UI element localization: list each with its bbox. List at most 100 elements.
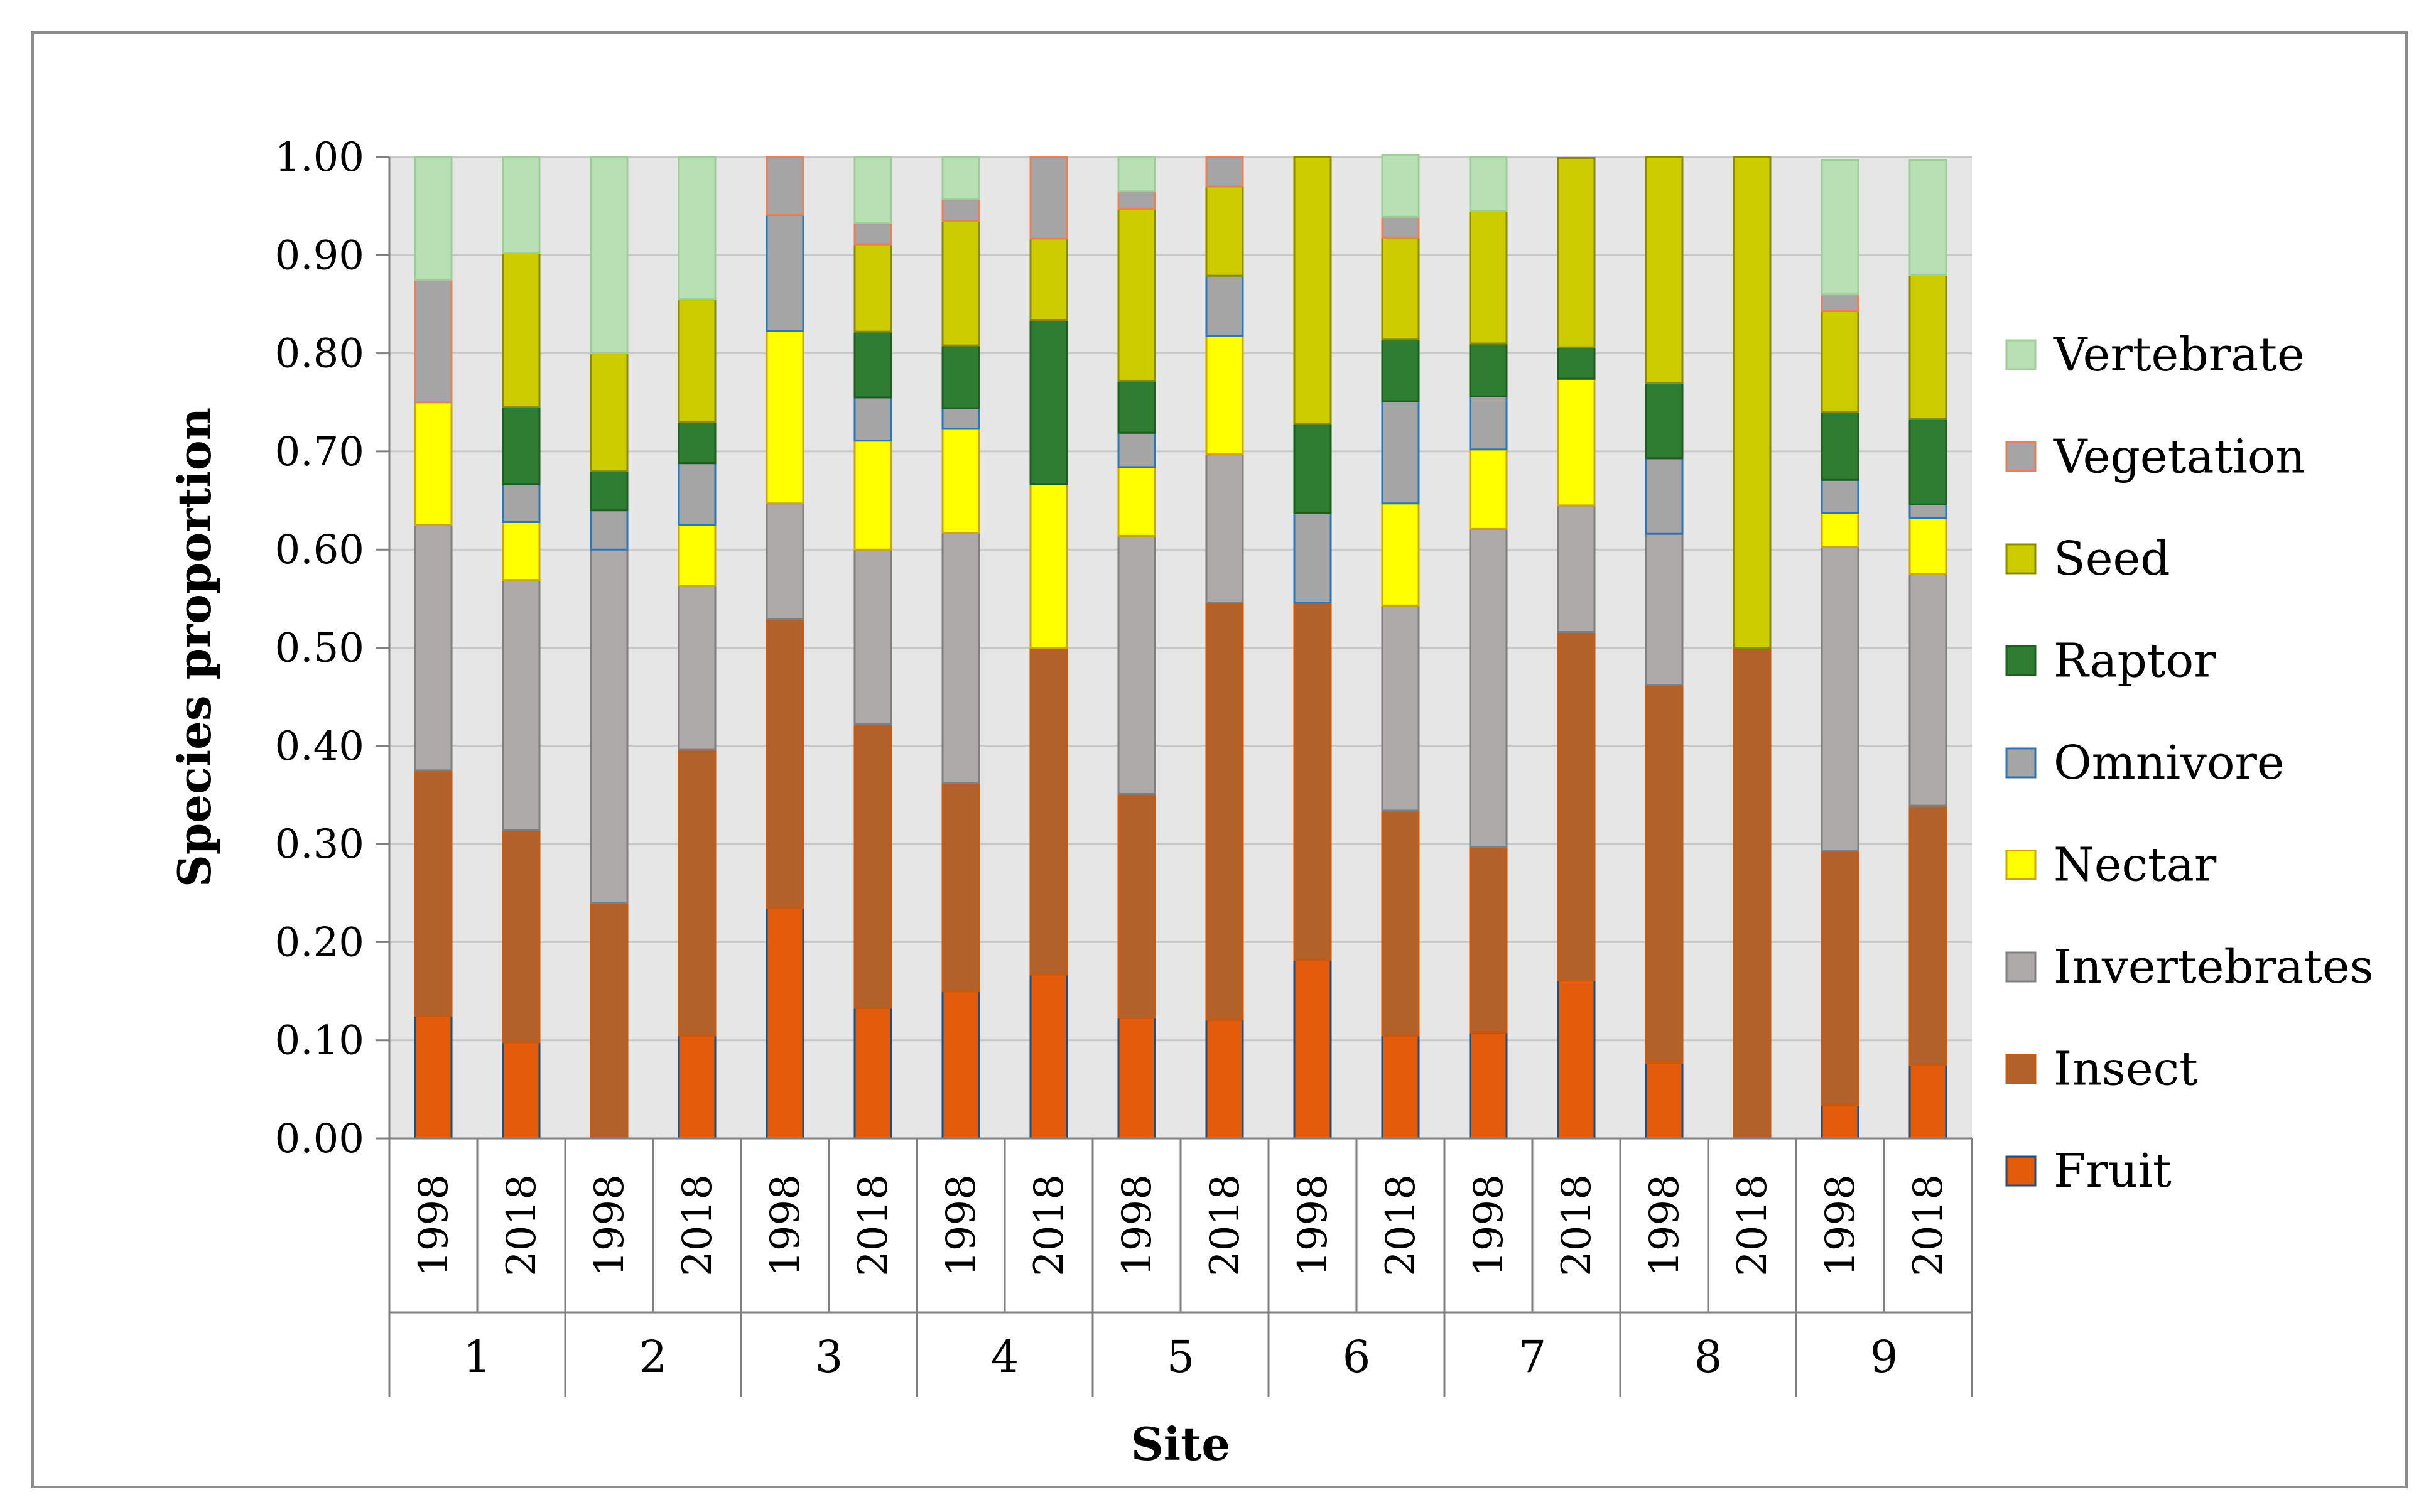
bar-segment-fruit <box>1117 1017 1156 1140</box>
y-tick-label: 1.00 <box>275 134 365 181</box>
x-year-label: 1998 <box>1114 1174 1161 1277</box>
x-year-label: 2018 <box>1905 1174 1952 1277</box>
bar-segment-insect <box>1117 792 1156 1019</box>
legend-label-vegetation: Vegetation <box>2053 430 2305 484</box>
y-tick-label: 0.60 <box>275 527 365 573</box>
y-tick-label: 0.90 <box>275 232 365 279</box>
bar-segment-invertebrates <box>678 585 717 751</box>
bar-segment-raptor <box>502 406 541 485</box>
y-tick-label: 0.70 <box>275 429 365 475</box>
bar-segment-invertebrates <box>590 548 629 904</box>
legend-label-vertebrate: Vertebrate <box>2053 328 2305 382</box>
bar-segment-invertebrates <box>414 524 453 772</box>
y-axis-ticks: 0.00 0.10 0.20 0.30 0.40 0.50 0.60 0.70 0.80 0.90… <box>275 134 389 1162</box>
bar-segment-vegetation <box>414 278 453 404</box>
bar-segment-nectar <box>678 524 717 587</box>
bar-segment-omnivore <box>1908 503 1947 519</box>
bar-segment-fruit <box>1205 1018 1244 1140</box>
bar-segment-vegetation <box>1205 156 1244 188</box>
bar-segment-fruit <box>1469 1031 1508 1140</box>
bar-segment-omnivore <box>590 509 629 551</box>
bar-segment-insect <box>1557 630 1596 981</box>
bar-segment-vertebrate <box>678 156 717 301</box>
bar-segment-seed <box>853 243 892 333</box>
x-year-label: 1998 <box>1466 1174 1512 1277</box>
bar-segment-invertebrates <box>1908 573 1947 807</box>
bar-segment-nectar <box>414 401 453 526</box>
legend-label-fruit: Fruit <box>2054 1144 2172 1198</box>
bar-segment-raptor <box>1117 379 1156 434</box>
bar-segment-raptor <box>1821 411 1859 481</box>
bar-segment-vertebrate <box>1381 154 1420 218</box>
bar-segment-nectar <box>766 330 804 505</box>
bar-segment-insect <box>1029 647 1068 976</box>
bar-segment-omnivore <box>1645 457 1684 535</box>
bar-segment-nectar <box>1029 482 1068 649</box>
x-site-label: 9 <box>1870 1331 1898 1383</box>
x-year-label: 2018 <box>1554 1174 1600 1277</box>
y-tick-label: 0.50 <box>275 625 365 672</box>
legend: Vertebrate Vegetation Seed Raptor Omnivore Ne… <box>2005 328 2374 1198</box>
bar-segment-fruit <box>1293 959 1332 1140</box>
legend-label-invertebrates: Invertebrates <box>2054 940 2374 994</box>
bar-segment-raptor <box>1293 423 1332 514</box>
legend-swatch-nectar <box>2005 850 2037 880</box>
bar-segment-fruit <box>678 1034 717 1140</box>
bar-segment-nectar <box>1205 334 1244 456</box>
bar-segment-fruit <box>1645 1062 1684 1140</box>
bar-segment-insect <box>1293 602 1332 961</box>
x-year-label: 1998 <box>938 1174 985 1277</box>
y-tick-label: 0.10 <box>275 1018 365 1064</box>
bar-segment-omnivore <box>678 462 717 526</box>
bar-segment-nectar <box>941 428 980 534</box>
bar-segment-vertebrate <box>414 156 453 281</box>
bar-segment-nectar <box>502 521 541 581</box>
bar-segment-omnivore <box>1821 478 1859 514</box>
bar-segment-nectar <box>1469 448 1508 530</box>
x-site-label: 7 <box>1518 1331 1547 1383</box>
bar-segment-seed <box>1557 157 1596 348</box>
bar-segment-raptor <box>1381 338 1420 402</box>
bar-segment-invertebrates <box>1557 504 1596 633</box>
legend-label-omnivore: Omnivore <box>2054 736 2285 790</box>
bar-segment-fruit <box>766 907 804 1140</box>
bar-segment-vertebrate <box>1908 159 1947 276</box>
bar-segment-invertebrates <box>502 579 541 831</box>
bar-segment-omnivore <box>1117 431 1156 468</box>
bar-segment-fruit <box>1557 979 1596 1140</box>
x-site-label: 6 <box>1343 1331 1371 1383</box>
bar-segment-vertebrate <box>1821 159 1859 296</box>
bar-segment-vegetation <box>853 222 892 246</box>
legend-label-seed: Seed <box>2054 532 2170 586</box>
bar-segment-insect <box>941 782 980 993</box>
bar-segment-fruit <box>1029 973 1068 1140</box>
legend-swatch-seed <box>2005 543 2037 575</box>
bar-segment-vertebrate <box>1469 156 1508 212</box>
bar-segment-fruit <box>502 1041 541 1140</box>
bar-segment-seed <box>590 352 629 472</box>
bar-segment-invertebrates <box>1381 604 1420 812</box>
bar-segment-invertebrates <box>1821 546 1859 852</box>
x-year-label: 2018 <box>1026 1174 1073 1277</box>
bar-segment-nectar <box>1381 502 1420 607</box>
bar-segment-omnivore <box>1293 512 1332 604</box>
bar-segment-nectar <box>1821 512 1859 548</box>
legend-label-nectar: Nectar <box>2054 838 2217 892</box>
bar-segment-omnivore <box>1469 395 1508 451</box>
bar-segment-raptor <box>1557 346 1596 380</box>
legend-label-insect: Insect <box>2054 1042 2198 1096</box>
x-year-label: 2018 <box>850 1174 897 1277</box>
legend-swatch-raptor <box>2005 645 2037 676</box>
bar-segment-raptor <box>590 470 629 512</box>
bar-segment-vegetation <box>1381 215 1420 239</box>
x-axis-categories: 1998 2018 1998 2018 1998 2018 1998 2018 1998 2018… <box>388 1138 1973 1397</box>
bar-segment-nectar <box>1117 466 1156 537</box>
legend-swatch-invertebrates <box>2005 951 2037 983</box>
bar-segment-seed <box>1908 274 1947 420</box>
x-site-label: 4 <box>991 1331 1019 1383</box>
legend-swatch-fruit <box>2005 1155 2037 1187</box>
x-year-label: 2018 <box>1378 1174 1424 1277</box>
bar-segment-seed <box>502 252 541 409</box>
bar-segment-raptor <box>853 330 892 399</box>
x-year-label: 1998 <box>587 1174 633 1277</box>
